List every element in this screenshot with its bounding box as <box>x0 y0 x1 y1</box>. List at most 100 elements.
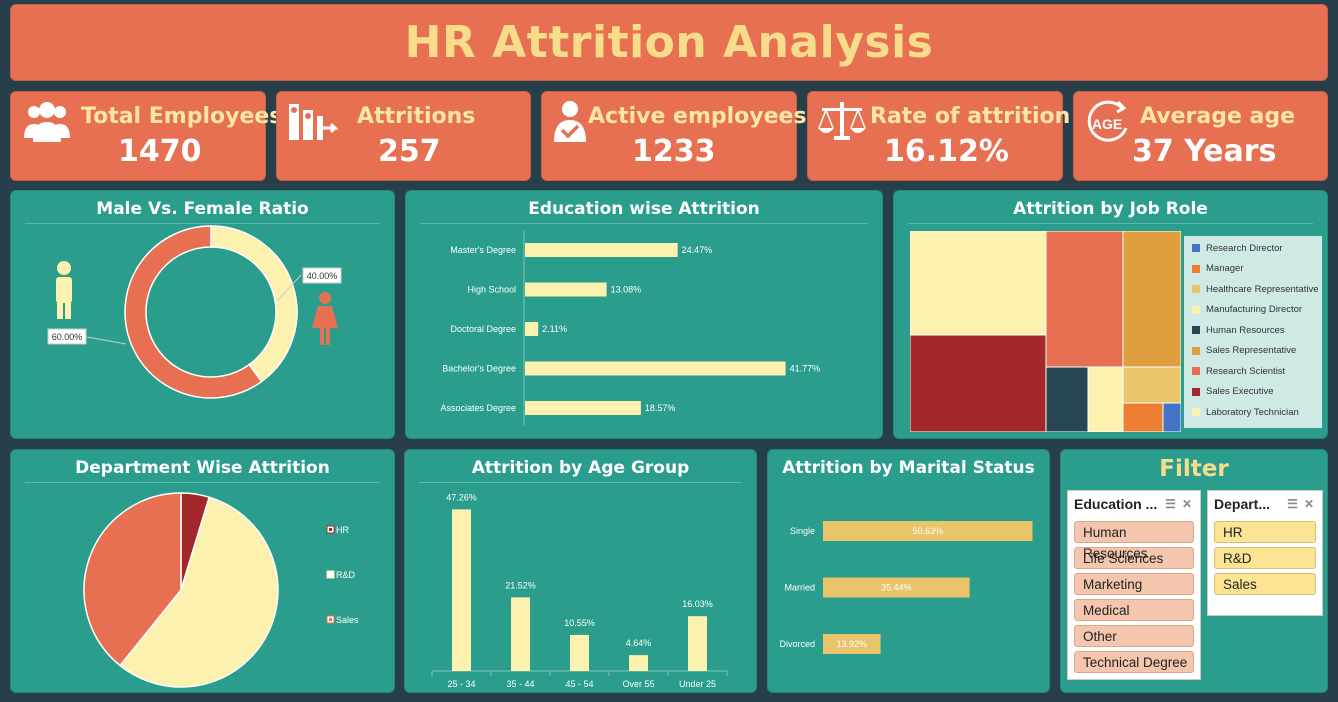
education-value-label: 24.47% <box>682 245 713 255</box>
slicer-header-label: Depart... <box>1214 496 1271 512</box>
jobrole-attrition-panel: Attrition by Job Role Research Director M… <box>893 190 1328 439</box>
education-value-label: 13.08% <box>611 285 642 295</box>
jobrole-treemap <box>910 231 1181 432</box>
marital-attrition-panel: Attrition by Marital Status Single 50.63%… <box>767 449 1050 693</box>
slicer-item[interactable]: R&D <box>1214 547 1316 569</box>
slicer-item[interactable]: Medical <box>1074 599 1194 621</box>
legend-swatch <box>1192 244 1200 253</box>
marital-category-label: Divorced <box>779 639 815 649</box>
svg-text:AGE: AGE <box>1092 116 1122 132</box>
slicer-item[interactable]: Human Resources <box>1074 521 1194 561</box>
kpi-label: Active employees <box>588 104 807 129</box>
panel-title: Attrition by Job Role <box>1013 199 1208 219</box>
age-bar <box>629 655 648 671</box>
slicer-item[interactable]: Other <box>1074 625 1194 647</box>
legend-item: Sales Executive <box>1184 382 1322 403</box>
legend-item: Manager <box>1184 259 1322 280</box>
age-category-label: 35 - 44 <box>506 679 534 689</box>
slicer-item[interactable]: Technical Degree <box>1074 651 1194 673</box>
marital-bar <box>823 634 881 654</box>
legend-item: Manufacturing Director <box>1184 300 1322 321</box>
education-bar <box>525 361 786 376</box>
people-icon <box>24 102 70 142</box>
age-value-label: 21.52% <box>505 580 536 590</box>
legend-sales: Sales <box>336 615 359 625</box>
dashboard-title: HR Attrition Analysis <box>404 17 934 68</box>
kpi-average-age: AGE Average age 37 Years <box>1073 91 1328 181</box>
slicer-item[interactable]: Life Sciences <box>1074 547 1194 569</box>
slicer-header: Education ... ☰ ✕ <box>1068 491 1200 517</box>
kpi-label: Total Employees <box>81 104 283 129</box>
title-divider <box>420 223 868 224</box>
education-bar <box>525 322 539 336</box>
education-category-label: Associates Degree <box>440 403 516 413</box>
age-attrition-panel: Attrition by Age Group 47.26% 25 - 34 21.5… <box>404 449 757 693</box>
age-value-label: 10.55% <box>564 618 595 628</box>
kpi-attritions: Attritions 257 <box>276 91 531 181</box>
age-value-label: 16.03% <box>682 599 713 609</box>
age-bar <box>452 509 471 671</box>
marital-category-label: Single <box>790 526 815 536</box>
pie-slice-sales <box>83 492 182 667</box>
treemap-cell <box>1122 366 1181 404</box>
treemap-cell <box>1045 231 1124 368</box>
multi-select-icon[interactable]: ☰ <box>1287 497 1298 511</box>
filter-title: Filter <box>1159 456 1229 482</box>
kpi-value: 1233 <box>632 134 716 169</box>
legend-item: Sales Representative <box>1184 341 1322 362</box>
panel-title: Department Wise Attrition <box>75 458 330 478</box>
marital-bar-chart: Single 50.63% Married 35.44% Divorced 13.92% <box>779 521 1033 654</box>
female-percent-label: 40.00% <box>307 271 338 281</box>
legend-swatch <box>1192 305 1200 314</box>
title-divider <box>25 482 380 483</box>
legend-swatch <box>1192 264 1200 273</box>
legend-label: Healthcare Representative <box>1206 283 1319 295</box>
legend-item: Healthcare Representative <box>1184 279 1322 300</box>
kpi-label: Rate of attrition <box>870 104 1071 129</box>
treemap-cell <box>1122 231 1181 368</box>
multi-select-icon[interactable]: ☰ <box>1165 497 1176 511</box>
kpi-value: 1470 <box>118 134 202 169</box>
legend-label: Human Resources <box>1206 324 1285 336</box>
legend-label: Research Director <box>1206 242 1283 254</box>
kpi-label: Attritions <box>357 104 476 129</box>
legend-label: Laboratory Technician <box>1206 406 1299 418</box>
title-divider <box>419 482 742 483</box>
slicer-item[interactable]: HR <box>1214 521 1316 543</box>
education-slicer: Education ... ☰ ✕ Human ResourcesLife Sc… <box>1067 490 1201 680</box>
education-value-label: 18.57% <box>645 403 676 413</box>
legend-item: Human Resources <box>1184 320 1322 341</box>
legend-label: Sales Representative <box>1206 345 1297 357</box>
slicer-header: Depart... ☰ ✕ <box>1208 491 1322 517</box>
education-bar-chart: Master's Degree 24.47% High School 13.08% Do… <box>440 231 821 425</box>
gender-donut-chart: 60.00% 40.00% <box>47 225 342 399</box>
male-percent-label: 60.00% <box>52 332 83 342</box>
legend-item: Research Scientist <box>1184 361 1322 382</box>
education-value-label: 41.77% <box>790 364 821 374</box>
age-bar-chart: 47.26% 25 - 34 21.52% 35 - 44 10.55% 45 - 54 4… <box>431 492 728 689</box>
legend-hr: HR <box>336 525 349 535</box>
kpi-total-employees: Total Employees 1470 <box>10 91 282 181</box>
legend-swatch <box>1192 346 1200 355</box>
legend-swatch <box>1192 408 1200 417</box>
panel-title: Education wise Attrition <box>528 199 760 219</box>
kpi-label: Average age <box>1140 104 1296 129</box>
department-slicer: Depart... ☰ ✕ HR R&D Sales <box>1207 490 1323 616</box>
legend-item: Laboratory Technician <box>1184 402 1322 423</box>
slicer-item[interactable]: Sales <box>1214 573 1316 595</box>
slicer-item[interactable]: Marketing <box>1074 573 1194 595</box>
education-bar <box>525 401 641 415</box>
marital-value-label: 13.92% <box>837 639 868 649</box>
legend-label: Research Scientist <box>1206 365 1286 377</box>
age-value-label: 47.26% <box>446 492 477 502</box>
kpi-value: 37 Years <box>1132 134 1277 169</box>
age-bar <box>511 597 530 671</box>
legend-swatch <box>1192 285 1200 294</box>
legend-swatch <box>1192 326 1200 335</box>
education-bar <box>525 282 607 297</box>
panel-title: Male Vs. Female Ratio <box>96 199 309 219</box>
clear-filter-icon[interactable]: ✕ <box>1303 497 1314 511</box>
clear-filter-icon[interactable]: ✕ <box>1181 497 1192 511</box>
legend-label: Sales Executive <box>1206 386 1274 398</box>
donut-slice-female <box>210 225 298 383</box>
